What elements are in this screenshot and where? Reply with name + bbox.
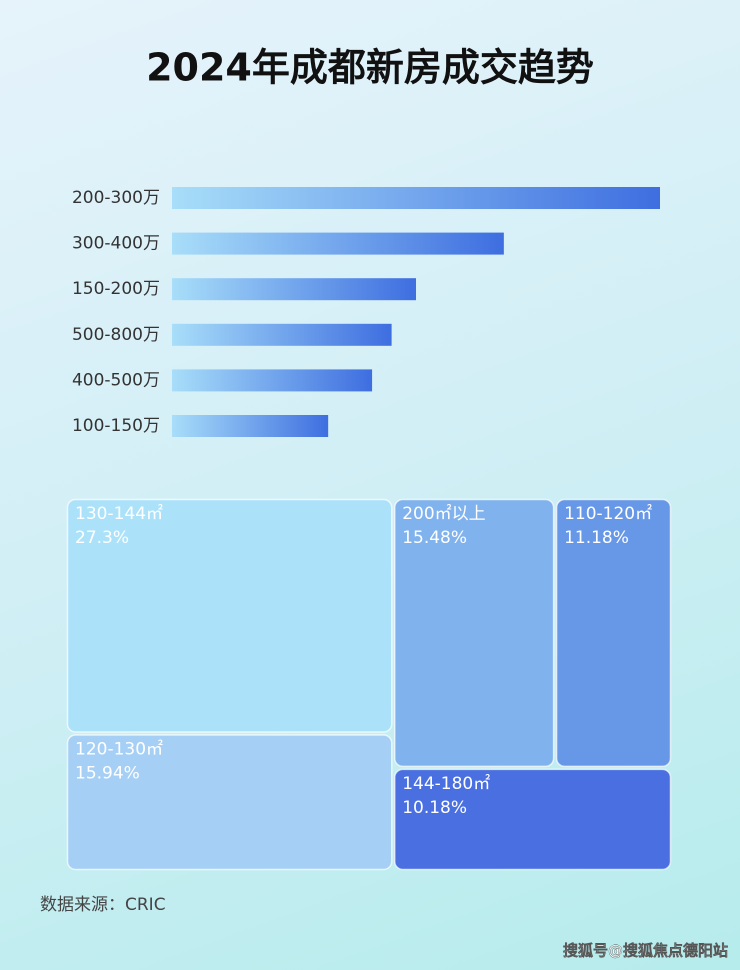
chart-title: 2024年成都新房成交趋势 xyxy=(146,46,594,90)
watermark: 搜狐号@搜狐焦点德阳站 xyxy=(563,942,728,960)
cell-label: 110-120㎡ xyxy=(564,504,652,524)
cell-label: 130-144㎡ xyxy=(75,504,163,524)
cell-value: 15.48% xyxy=(402,528,467,548)
cell-value: 11.18% xyxy=(564,528,629,548)
treemap-cell xyxy=(393,498,555,768)
bar xyxy=(172,323,392,346)
cell-label: 200㎡以上 xyxy=(402,504,485,524)
category-label: 200-300万 xyxy=(72,188,160,208)
treemap-cell xyxy=(66,734,393,871)
treemap-cell xyxy=(66,498,393,733)
category-label: 150-200万 xyxy=(72,279,160,299)
bar xyxy=(172,232,504,255)
source-note: 数据来源：CRIC xyxy=(40,895,166,915)
treemap-cell xyxy=(393,768,672,871)
bar xyxy=(172,415,329,437)
cell-value: 15.94% xyxy=(75,763,140,783)
cell-label: 120-130㎡ xyxy=(75,739,163,759)
bar xyxy=(172,369,373,392)
category-label: 300-400万 xyxy=(72,234,160,254)
bar xyxy=(172,187,660,209)
category-label: 100-150万 xyxy=(72,416,160,436)
category-label: 400-500万 xyxy=(72,370,160,390)
bar xyxy=(172,278,416,301)
category-label: 500-800万 xyxy=(72,325,160,345)
cell-label: 144-180㎡ xyxy=(402,774,490,794)
cell-value: 27.3% xyxy=(75,528,129,548)
treemap-cell xyxy=(555,498,672,768)
cell-value: 10.18% xyxy=(402,798,467,818)
